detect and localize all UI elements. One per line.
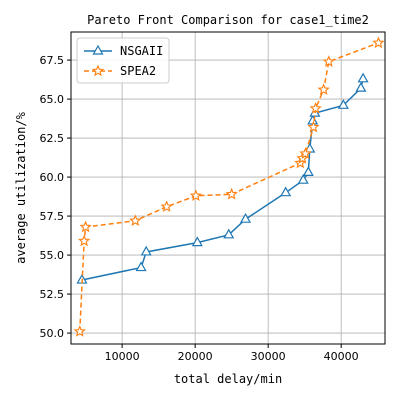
spea2-point [374, 38, 384, 47]
x-tick-label: 40000 [324, 350, 359, 363]
y-tick-label: 55.0 [40, 249, 65, 262]
y-tick-label: 50.0 [40, 327, 65, 340]
y-tick-label: 65.0 [40, 93, 65, 106]
spea2-point [81, 222, 91, 231]
legend-nsgaii-label: NSGAII [120, 44, 163, 58]
spea2-point [227, 189, 237, 198]
spea2-point [324, 57, 334, 66]
y-tick-label: 67.5 [40, 54, 65, 67]
spea2-line [80, 43, 379, 332]
nsgaii-point [356, 83, 365, 91]
y-tick-label: 60.0 [40, 171, 65, 184]
x-tick-label: 10000 [105, 350, 140, 363]
x-tick-label: 20000 [178, 350, 213, 363]
nsgaii-series [77, 74, 367, 283]
chart-title: Pareto Front Comparison for case1_time2 [87, 13, 369, 27]
spea2-point [311, 103, 321, 112]
y-tick-label: 57.5 [40, 210, 65, 223]
nsgaii-line [82, 79, 363, 280]
spea2-point [319, 85, 329, 94]
y-tick-label: 62.5 [40, 132, 65, 145]
spea2-point [191, 191, 201, 200]
legend-spea2-label: SPEA2 [120, 64, 156, 78]
legend: NSGAII SPEA2 [77, 38, 169, 83]
x-axis-label: total delay/min [174, 372, 282, 386]
nsgaii-point [359, 74, 368, 82]
nsgaii-point [281, 188, 290, 196]
nsgaii-point [241, 214, 250, 222]
spea2-point [79, 236, 89, 245]
nsgaii-point [137, 263, 146, 271]
x-tick-label: 30000 [251, 350, 286, 363]
ticks: 10000 20000 30000 40000 50.0 52.5 55.0 57.5 60.0… [40, 54, 359, 363]
spea2-point [162, 202, 172, 211]
y-tick-label: 52.5 [40, 288, 65, 301]
spea2-point [131, 216, 141, 225]
y-axis-label: average utilization/% [14, 111, 28, 263]
nsgaii-point [304, 167, 313, 175]
spea2-point [75, 327, 85, 336]
